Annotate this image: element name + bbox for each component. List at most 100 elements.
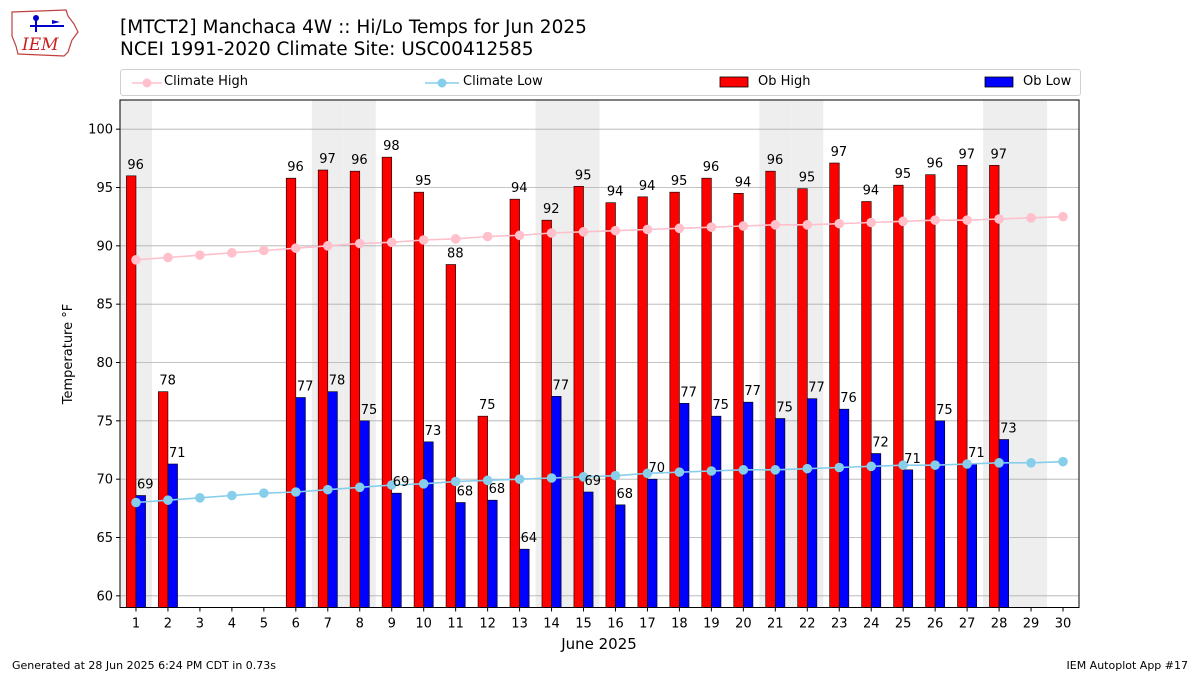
climate-high-point-day-16 — [610, 225, 621, 236]
y-tick-label: 100 — [88, 123, 113, 138]
x-tick-label: 18 — [671, 617, 688, 632]
climate-low-point-day-27 — [962, 459, 972, 469]
x-tick-label: 21 — [767, 617, 784, 632]
ob-high-value-label-day-11: 88 — [447, 247, 464, 262]
ob-low-bar-day-25 — [902, 469, 914, 608]
ob-high-value-label-day-20: 94 — [735, 175, 752, 190]
ob-low-bar-day-6 — [295, 397, 306, 608]
climate-low-point-day-1 — [131, 497, 141, 508]
climate-lines — [131, 211, 1068, 508]
x-tick-label: 7 — [324, 617, 332, 632]
climate-high-point-day-7 — [322, 241, 333, 251]
climate-high-point-day-23 — [834, 218, 845, 229]
ob-high-value-label-day-21: 96 — [767, 153, 784, 168]
climate-low-point-day-17 — [642, 468, 653, 479]
climate-high-point-day-8 — [354, 238, 365, 249]
y-tick-label: 70 — [96, 473, 113, 488]
climate-high-point-day-30 — [1058, 211, 1068, 222]
ob-high-bar-day-16 — [605, 202, 616, 608]
climate-low-point-day-19 — [706, 466, 717, 476]
climate-low-point-day-8 — [354, 482, 365, 493]
ob-low-value-label-day-12: 68 — [489, 482, 506, 497]
x-tick-label: 3 — [196, 617, 204, 632]
ob-high-value-label-day-19: 96 — [703, 160, 720, 175]
climate-low-point-day-24 — [866, 461, 877, 472]
ob-high-value-label-day-6: 96 — [287, 160, 304, 175]
ob-low-bar-day-16 — [615, 504, 626, 608]
climate-high-point-day-3 — [195, 250, 205, 260]
ob-high-value-label-day-2: 78 — [159, 374, 176, 389]
y-tick-label: 60 — [96, 589, 113, 604]
chart-title: [MTCT2] Manchaca 4W :: Hi/Lo Temps for J… — [120, 17, 587, 38]
weekend-shade-day-29 — [1015, 100, 1048, 608]
ob-high-bar-day-23 — [829, 162, 840, 608]
climate-low-point-day-9 — [386, 480, 397, 490]
climate-low-point-day-3 — [195, 493, 205, 503]
climate-high-point-day-9 — [386, 237, 397, 248]
ob-low-bar-day-18 — [679, 403, 690, 608]
ob-high-value-label-day-26: 96 — [927, 157, 944, 172]
legend-ob-low-swatch — [984, 76, 1014, 88]
ob-low-bar-day-21 — [775, 418, 786, 608]
ob-low-bar-day-10 — [423, 441, 434, 608]
y-tick-label: 95 — [96, 181, 113, 196]
x-tick-label: 15 — [575, 617, 592, 632]
ob-high-bar-day-6 — [285, 177, 297, 608]
legend-ob-low-label: Ob Low — [1023, 74, 1072, 89]
climate-high-point-day-5 — [259, 245, 269, 256]
legend-climate-high-marker — [132, 78, 162, 88]
x-tick-label: 4 — [228, 617, 236, 632]
climate-low-point-day-15 — [578, 472, 589, 482]
climate-low-point-day-7 — [322, 484, 333, 495]
ob-low-value-label-day-16: 68 — [616, 487, 633, 502]
x-tick-label: 23 — [831, 617, 848, 632]
x-tick-label: 1 — [132, 617, 140, 632]
climate-low-point-day-11 — [450, 476, 461, 487]
ob-low-value-label-day-23: 76 — [840, 391, 857, 406]
ob-low-value-label-day-25: 71 — [904, 452, 921, 467]
ob-low-bar-day-23 — [838, 408, 850, 608]
climate-high-point-day-18 — [674, 223, 685, 234]
y-tick-label: 85 — [96, 298, 113, 313]
x-tick-label: 24 — [863, 617, 880, 632]
x-tick-label: 12 — [479, 617, 496, 632]
climate-high-point-day-4 — [227, 248, 237, 258]
chart-legend: Climate High Climate Low Ob High Ob Low — [120, 69, 1081, 96]
ob-low-value-label-day-2: 71 — [169, 446, 186, 461]
ob-low-bar-day-11 — [455, 502, 466, 608]
ob-low-value-label-day-27: 71 — [968, 446, 985, 461]
climate-low-point-day-28 — [994, 458, 1004, 468]
x-tick-label: 13 — [511, 617, 528, 632]
ob-high-value-label-day-16: 94 — [607, 185, 624, 200]
x-tick-label: 8 — [356, 617, 364, 632]
climate-high-point-day-12 — [482, 231, 493, 242]
ob-high-value-label-day-12: 75 — [479, 398, 496, 413]
ob-high-value-label-day-28: 97 — [990, 147, 1007, 162]
x-tick-label: 6 — [292, 617, 300, 632]
x-tick-label: 27 — [959, 617, 976, 632]
x-tick-label: 16 — [607, 617, 624, 632]
ob-high-value-label-day-8: 96 — [351, 153, 368, 168]
climate-high-point-day-21 — [770, 220, 781, 230]
iowa-map-outline — [11, 9, 79, 57]
x-tick-label: 19 — [703, 617, 720, 632]
ob-high-value-label-day-7: 97 — [319, 152, 336, 167]
generated-timestamp: Generated at 28 Jun 2025 6:24 PM CDT in … — [12, 659, 277, 672]
x-tick-label: 22 — [799, 617, 816, 632]
climate-low-point-day-14 — [546, 473, 557, 483]
y-axis-label: Temperature °F — [61, 304, 76, 405]
legend-climate-low-label: Climate Low — [463, 74, 543, 89]
climate-high-point-day-28 — [994, 214, 1004, 224]
ob-low-value-label-day-14: 77 — [553, 378, 570, 393]
climate-high-point-day-17 — [642, 224, 653, 235]
legend-climate-high-label: Climate High — [164, 74, 249, 89]
y-tick-label: 65 — [96, 531, 113, 546]
ob-high-value-label-day-23: 97 — [831, 145, 848, 160]
climate-low-point-day-23 — [834, 462, 845, 473]
ob-low-value-label-day-28: 73 — [1000, 422, 1017, 437]
climate-low-point-day-5 — [259, 488, 269, 498]
ob-high-bar-day-10 — [413, 191, 424, 608]
climate-high-line — [135, 215, 1064, 261]
ob-high-value-label-day-24: 94 — [863, 184, 880, 199]
